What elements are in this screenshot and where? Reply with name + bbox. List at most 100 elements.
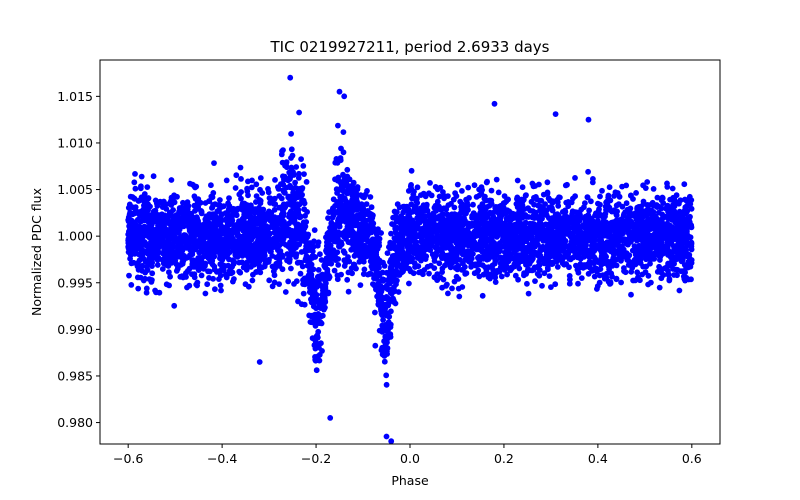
- data-point: [340, 206, 346, 212]
- data-point: [282, 289, 289, 295]
- data-point: [349, 197, 355, 204]
- data-point: [155, 254, 162, 261]
- data-point: [498, 273, 505, 280]
- data-points: [125, 74, 695, 445]
- data-point: [154, 262, 161, 268]
- data-point: [497, 211, 503, 218]
- data-point: [313, 305, 319, 312]
- data-point: [280, 147, 286, 154]
- data-point: [297, 270, 304, 277]
- data-point: [504, 271, 510, 278]
- data-point: [645, 225, 652, 232]
- data-point: [496, 248, 502, 255]
- data-point: [323, 255, 330, 261]
- data-point: [188, 214, 195, 221]
- data-point: [333, 186, 340, 193]
- data-point: [179, 248, 186, 255]
- data-point: [584, 194, 591, 201]
- data-point: [452, 258, 459, 265]
- data-point: [603, 243, 609, 249]
- data-point: [313, 367, 320, 374]
- data-point: [592, 212, 598, 219]
- data-point: [143, 285, 150, 292]
- data-point: [167, 236, 173, 243]
- data-point: [680, 227, 687, 234]
- data-point: [281, 225, 288, 232]
- data-point: [436, 260, 443, 267]
- data-point: [314, 274, 321, 280]
- data-point: [688, 240, 695, 247]
- data-point: [645, 272, 652, 279]
- data-point: [427, 242, 434, 249]
- data-point: [578, 206, 585, 213]
- data-point: [397, 251, 404, 258]
- data-point: [417, 249, 424, 256]
- data-point: [180, 257, 187, 264]
- data-point: [125, 249, 132, 256]
- data-point: [427, 214, 434, 221]
- data-point: [145, 243, 152, 250]
- data-point: [456, 293, 463, 300]
- data-point: [665, 272, 672, 278]
- data-point: [473, 194, 480, 200]
- data-point: [570, 195, 576, 202]
- data-point: [439, 284, 445, 291]
- data-point: [514, 177, 521, 184]
- data-point: [426, 270, 432, 277]
- data-point: [439, 265, 446, 272]
- data-point: [664, 184, 671, 190]
- data-point: [341, 174, 348, 181]
- data-point: [153, 241, 160, 248]
- data-point: [198, 255, 205, 261]
- data-point: [320, 305, 327, 311]
- data-point: [629, 264, 636, 271]
- data-point: [374, 281, 381, 288]
- data-point: [334, 276, 341, 283]
- data-point: [363, 201, 370, 208]
- data-point: [657, 265, 664, 272]
- data-point: [141, 207, 147, 214]
- data-point: [522, 227, 528, 233]
- data-point: [658, 275, 665, 282]
- data-point: [646, 210, 652, 217]
- data-point: [589, 252, 596, 259]
- data-point: [340, 181, 347, 188]
- data-point: [494, 234, 500, 240]
- data-point: [233, 238, 240, 245]
- data-point: [619, 221, 625, 228]
- data-point: [361, 194, 367, 201]
- data-point: [553, 236, 559, 243]
- data-point: [150, 173, 157, 180]
- data-point: [525, 235, 532, 242]
- data-point: [354, 186, 361, 193]
- data-point: [214, 208, 221, 215]
- data-point: [594, 283, 601, 289]
- data-point: [210, 190, 217, 196]
- data-point: [566, 264, 572, 271]
- data-point: [270, 244, 277, 251]
- data-point: [681, 181, 688, 188]
- data-point: [608, 270, 615, 277]
- data-point: [276, 281, 282, 287]
- data-point: [380, 317, 386, 323]
- data-point: [628, 234, 634, 241]
- data-point: [636, 259, 642, 266]
- data-point: [206, 268, 213, 275]
- data-point: [261, 245, 267, 252]
- data-point: [432, 254, 438, 260]
- data-point: [350, 179, 357, 186]
- data-point: [308, 319, 315, 326]
- data-point: [338, 241, 345, 248]
- data-point: [411, 188, 417, 195]
- data-point: [255, 214, 262, 221]
- data-point: [232, 185, 239, 191]
- data-point: [295, 175, 302, 181]
- data-point: [471, 182, 478, 189]
- data-point: [298, 249, 305, 255]
- data-point: [138, 183, 144, 190]
- data-point: [674, 254, 680, 261]
- data-point: [383, 294, 390, 300]
- data-point: [333, 255, 339, 262]
- data-point: [385, 319, 392, 326]
- data-point: [548, 230, 555, 237]
